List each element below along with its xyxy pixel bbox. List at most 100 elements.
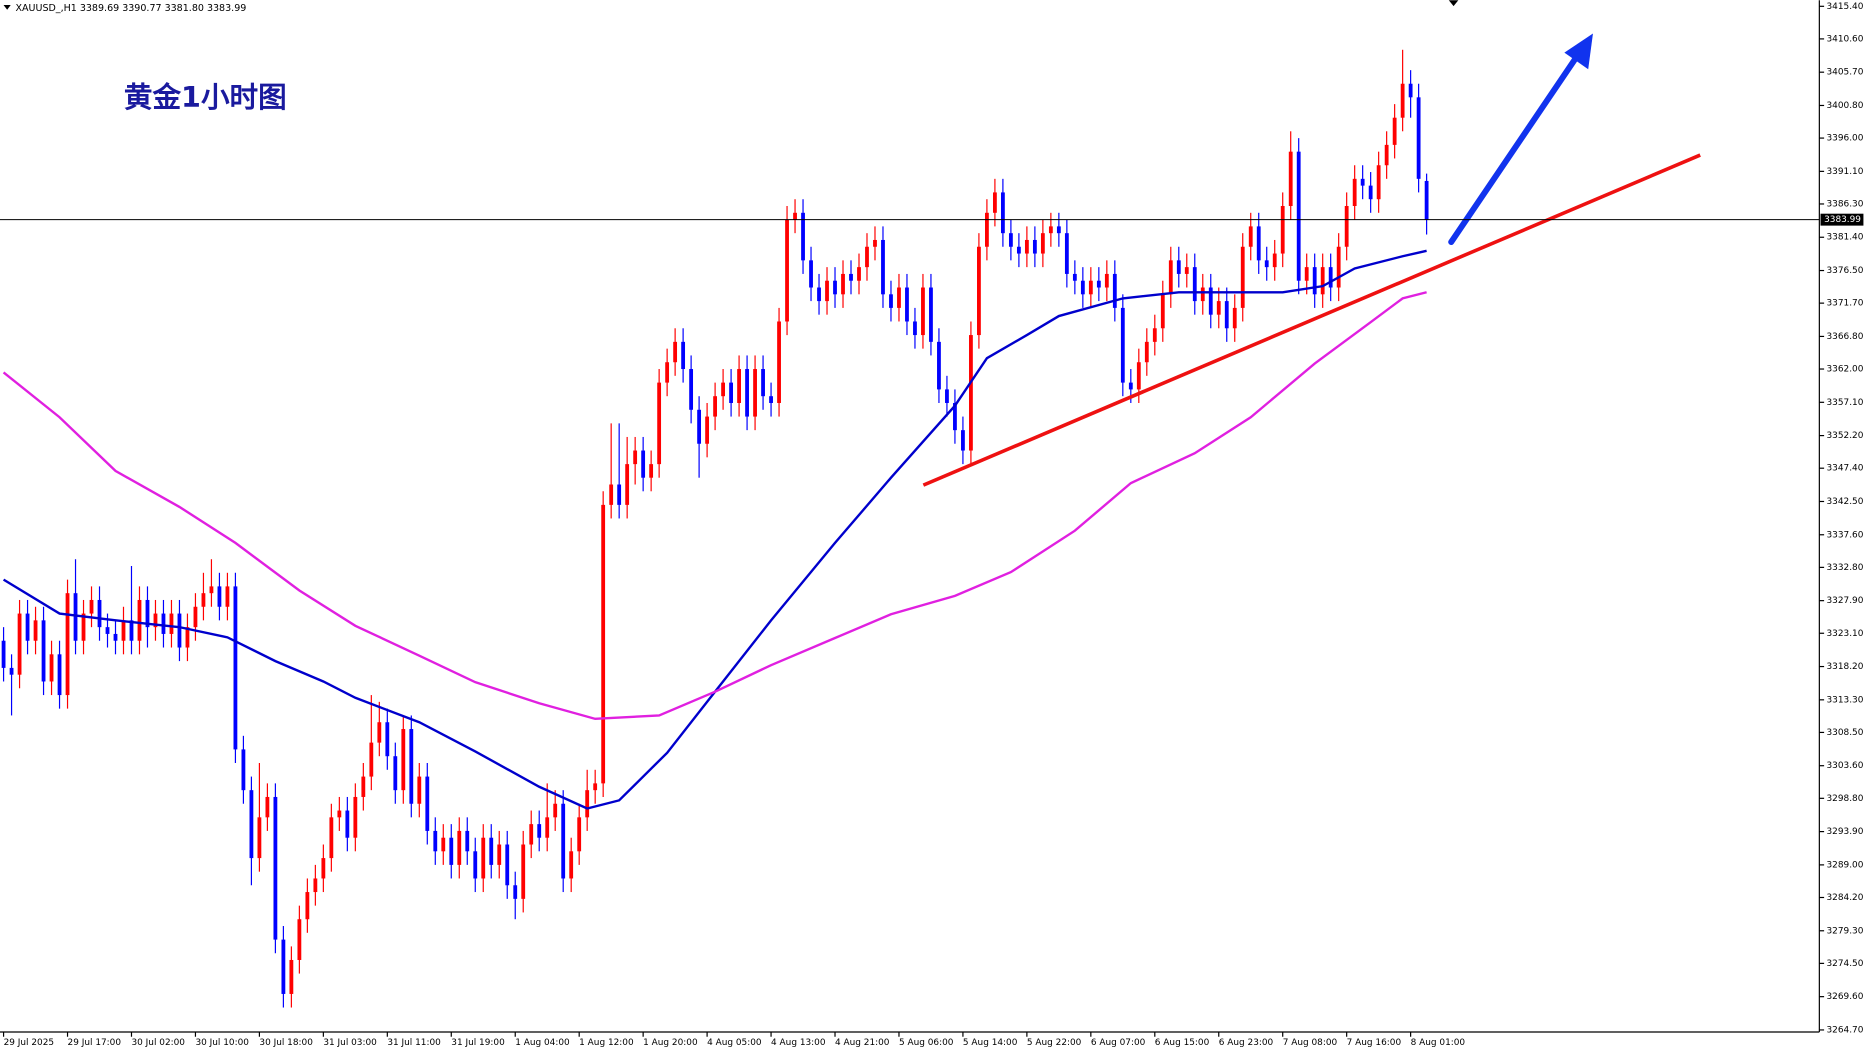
arrow-shaft bbox=[1448, 50, 1582, 246]
candle-body bbox=[977, 246, 981, 336]
candle-body bbox=[865, 246, 869, 268]
candle-body bbox=[73, 593, 78, 641]
candle-body bbox=[1312, 267, 1317, 295]
moving-average bbox=[2, 249, 1427, 810]
candle-body bbox=[697, 409, 702, 444]
candle-body bbox=[1016, 246, 1021, 254]
candle-body bbox=[345, 810, 350, 838]
candle-body bbox=[233, 586, 238, 750]
candle-body bbox=[457, 830, 462, 865]
candle-body bbox=[41, 620, 46, 682]
candle-body bbox=[825, 280, 829, 302]
candle-body bbox=[153, 613, 158, 628]
y-tick-label: 3357.10 bbox=[1826, 398, 1863, 408]
candle-body bbox=[1344, 206, 1349, 247]
candle-body bbox=[1056, 226, 1061, 234]
y-tick-label: 3386.30 bbox=[1826, 199, 1863, 209]
y-tick-label: 3362.00 bbox=[1826, 365, 1863, 375]
candle-body bbox=[449, 837, 454, 865]
x-tick-label: 7 Aug 16:00 bbox=[1347, 1038, 1402, 1048]
candle-body bbox=[33, 620, 38, 641]
y-tick-label: 3342.50 bbox=[1826, 497, 1863, 507]
candle-body bbox=[1176, 260, 1181, 274]
y-tick-label: 3337.60 bbox=[1826, 530, 1863, 540]
candle-body bbox=[1152, 328, 1157, 342]
candle-body bbox=[1216, 301, 1221, 315]
candle-body bbox=[1032, 239, 1037, 254]
x-tick-label: 8 Aug 01:00 bbox=[1411, 1038, 1466, 1048]
candle-body bbox=[1104, 273, 1109, 288]
candle-body bbox=[193, 606, 198, 628]
candle-body bbox=[65, 593, 70, 696]
candle-body bbox=[665, 362, 670, 383]
candle-body bbox=[425, 776, 430, 831]
x-tick-label: 7 Aug 08:00 bbox=[1283, 1038, 1338, 1048]
candle-body bbox=[681, 341, 686, 370]
info-icon bbox=[3, 4, 11, 10]
y-tick-label: 3405.70 bbox=[1826, 68, 1863, 78]
candle-body bbox=[129, 620, 134, 641]
x-tick-label: 5 Aug 22:00 bbox=[1027, 1038, 1082, 1048]
y-tick-label: 3313.30 bbox=[1826, 695, 1863, 705]
candle-body bbox=[577, 817, 582, 852]
y-tick-label: 3332.80 bbox=[1826, 563, 1863, 573]
candle-body bbox=[265, 796, 270, 818]
y-tick-label: 3410.60 bbox=[1826, 34, 1863, 44]
candle-body bbox=[465, 830, 470, 852]
candle-body bbox=[9, 667, 14, 675]
x-tick-label: 5 Aug 14:00 bbox=[963, 1038, 1018, 1048]
candle-body bbox=[537, 824, 542, 838]
candle-body bbox=[617, 484, 622, 505]
candle-body bbox=[1248, 226, 1253, 247]
y-tick-label: 3289.00 bbox=[1826, 860, 1863, 870]
candle-body bbox=[881, 239, 885, 295]
chart-info: XAUUSD_,H1 3389.69 3390.77 3381.80 3383.… bbox=[15, 3, 246, 14]
candle-body bbox=[1376, 165, 1381, 200]
y-tick-label: 3279.30 bbox=[1826, 926, 1863, 936]
y-tick-label: 3347.40 bbox=[1826, 464, 1863, 474]
y-tick-label: 3371.70 bbox=[1826, 299, 1863, 309]
candle-body bbox=[673, 341, 678, 363]
candle-body bbox=[561, 803, 566, 879]
candle-body bbox=[1296, 151, 1301, 281]
candle-body bbox=[1064, 233, 1069, 274]
candle-body bbox=[521, 844, 526, 899]
candle-body bbox=[1080, 280, 1085, 295]
y-tick-label: 3415.40 bbox=[1826, 2, 1863, 12]
candle-body bbox=[249, 790, 254, 859]
candle-body bbox=[473, 851, 478, 879]
candle-body bbox=[1160, 294, 1165, 329]
y-tick-label: 3269.60 bbox=[1826, 992, 1863, 1002]
candle-body bbox=[649, 464, 654, 478]
y-tick-label: 3284.20 bbox=[1826, 893, 1863, 903]
candle-body bbox=[513, 885, 518, 899]
candle-body bbox=[105, 627, 110, 634]
candle-body bbox=[633, 450, 638, 465]
candle-body bbox=[1280, 206, 1285, 254]
candle-body bbox=[417, 776, 422, 804]
x-tick-label: 29 Jul 17:00 bbox=[68, 1038, 122, 1048]
candle-body bbox=[321, 858, 326, 879]
arrow-head bbox=[1564, 33, 1593, 70]
candle-body bbox=[761, 369, 765, 397]
candle-body bbox=[353, 796, 358, 838]
y-tick-label: 3400.80 bbox=[1826, 101, 1863, 111]
candle-body bbox=[1328, 267, 1333, 288]
x-tick-label: 6 Aug 07:00 bbox=[1091, 1038, 1146, 1048]
x-tick-label: 29 Jul 2025 bbox=[4, 1038, 55, 1048]
candle-body bbox=[393, 756, 398, 791]
candle-body bbox=[753, 369, 757, 417]
candle-body bbox=[793, 212, 797, 220]
candle-body bbox=[1272, 253, 1277, 268]
candle-body bbox=[409, 729, 414, 804]
candle-body bbox=[441, 837, 446, 852]
y-tick-label: 3308.50 bbox=[1826, 728, 1863, 738]
candle-body bbox=[137, 599, 142, 641]
x-tick-label: 1 Aug 04:00 bbox=[515, 1038, 570, 1048]
candle-body bbox=[601, 504, 606, 784]
candle-body bbox=[121, 620, 126, 641]
candle-body bbox=[145, 599, 150, 628]
candle-body bbox=[1040, 233, 1045, 254]
